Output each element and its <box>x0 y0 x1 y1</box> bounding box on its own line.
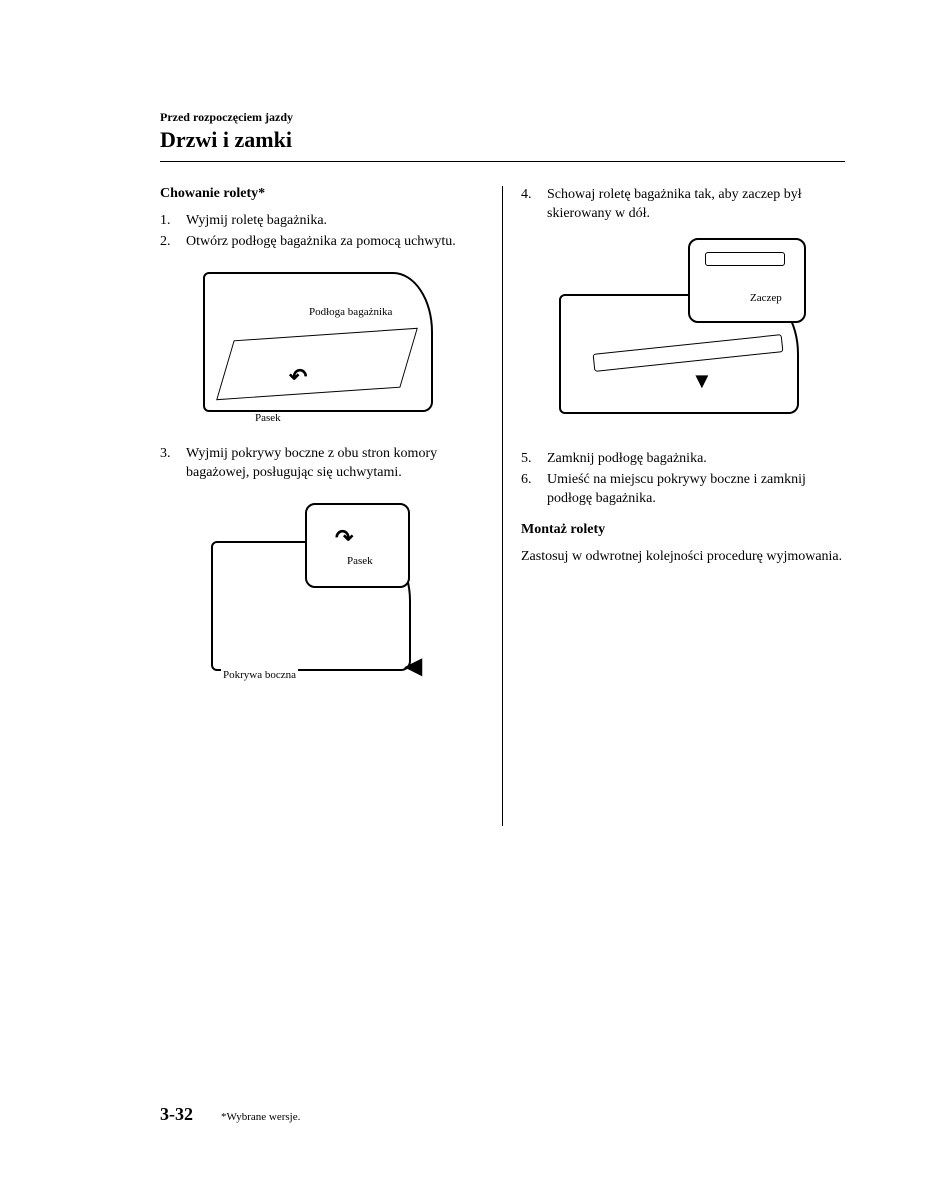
step-item: Zamknij podłogę bagażnika. <box>521 450 845 469</box>
step-item: Wyjmij pokrywy boczne z obu stron komory… <box>160 445 484 483</box>
footnote: *Wybrane wersje. <box>221 1111 300 1123</box>
figure-catch: Zaczep ▼ <box>553 234 813 434</box>
step-item: Wyjmij roletę bagażnika. <box>160 212 484 231</box>
fig1-label-floor: Podłoga bagażnika <box>307 306 394 318</box>
page-header: Przed rozpoczęciem jazdy Drzwi i zamki <box>160 110 845 162</box>
step-item: Otwórz podłogę bagażnika za pomocą uchwy… <box>160 233 484 252</box>
page-number: 3-32 <box>160 1104 193 1125</box>
steps-list-b: Wyjmij pokrywy boczne z obu stron komory… <box>160 445 484 483</box>
fig3-label-catch: Zaczep <box>748 292 784 304</box>
steps-list-c: Schowaj roletę bagażnika tak, aby zaczep… <box>521 186 845 224</box>
section-label: Przed rozpoczęciem jazdy <box>160 110 845 125</box>
figure-trunk-floor: ↶ Podłoga bagażnika Pasek <box>197 264 447 429</box>
steps-list-d: Zamknij podłogę bagażnika. Umieść na miej… <box>521 450 845 509</box>
fig1-label-strap: Pasek <box>253 412 283 424</box>
page-footer: 3-32 *Wybrane wersje. <box>160 1104 300 1125</box>
steps-list-a: Wyjmij roletę bagażnika. Otwórz podłogę b… <box>160 212 484 252</box>
right-column: Schowaj roletę bagażnika tak, aby zaczep… <box>503 186 845 826</box>
two-column-layout: Chowanie rolety* Wyjmij roletę bagażnika… <box>160 186 845 826</box>
section-title: Drzwi i zamki <box>160 127 845 153</box>
header-rule <box>160 161 845 162</box>
right-body-2: Zastosuj w odwrotnej kolejności procedur… <box>521 548 845 567</box>
step-item: Schowaj roletę bagażnika tak, aby zaczep… <box>521 186 845 224</box>
manual-page: Przed rozpoczęciem jazdy Drzwi i zamki C… <box>0 0 925 1200</box>
right-subheading-2: Montaż rolety <box>521 522 845 538</box>
fig2-label-side: Pokrywa boczna <box>221 669 298 681</box>
figure-side-cover: ↷ Pasek ◀ Pokrywa boczna <box>207 501 437 691</box>
left-column: Chowanie rolety* Wyjmij roletę bagażnika… <box>160 186 502 826</box>
step-item: Umieść na miejscu pokrywy boczne i zamkn… <box>521 471 845 509</box>
fig2-label-strap: Pasek <box>345 555 375 567</box>
left-subheading: Chowanie rolety* <box>160 186 484 202</box>
